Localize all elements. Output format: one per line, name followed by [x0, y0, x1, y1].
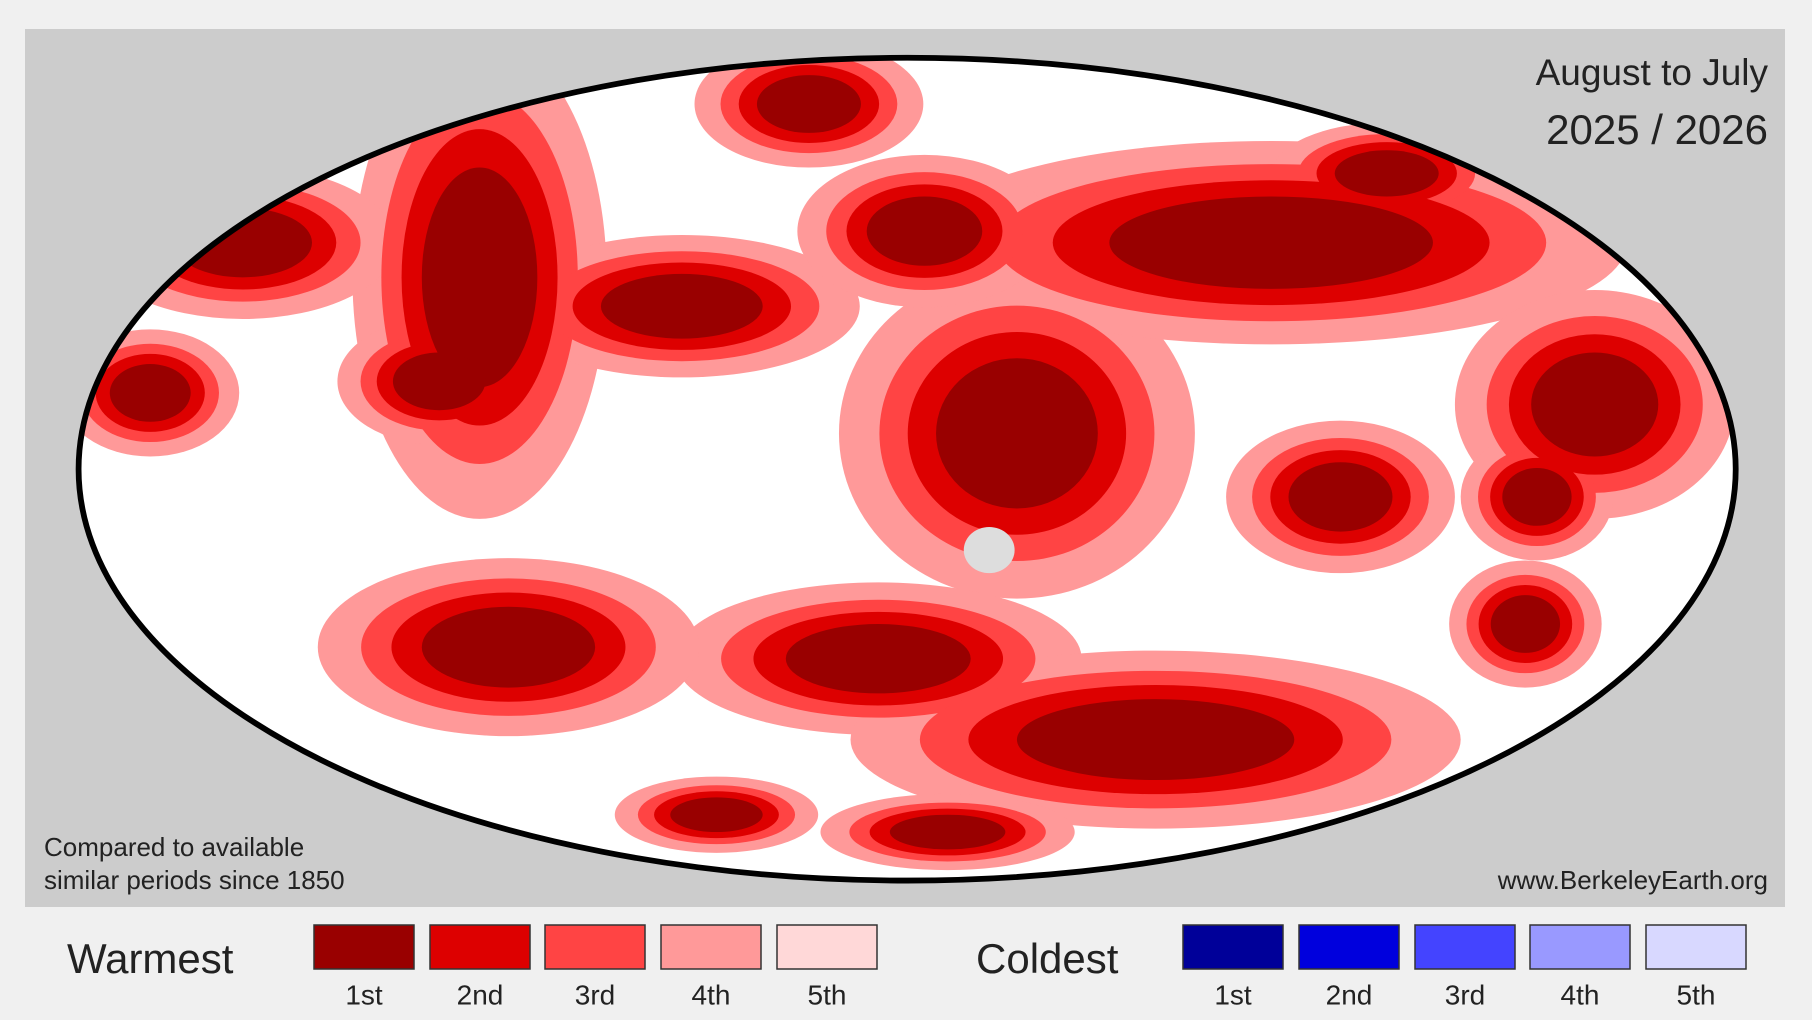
anomaly-region: [421, 167, 538, 388]
anomaly-region: [1502, 468, 1572, 526]
anomaly-region: [1490, 595, 1561, 653]
note-line: Compared to available: [44, 832, 304, 862]
anomaly-region: [1109, 196, 1433, 289]
legend-label: 5th: [1677, 979, 1716, 1010]
anomaly-region: [392, 352, 486, 411]
legend-swatch: [660, 924, 762, 970]
legend-swatch: [776, 924, 878, 970]
legend-title: Warmest: [67, 935, 234, 982]
anomaly-region: [109, 364, 191, 422]
source: www.BerkeleyEarth.org: [1497, 865, 1768, 895]
globe-border: [75, 54, 1739, 884]
anomaly-region: [1016, 699, 1295, 781]
anomaly-region: [670, 797, 763, 833]
no-data: [963, 526, 1015, 574]
anomaly-region: [889, 814, 1006, 850]
legend-title: Coldest: [976, 935, 1119, 982]
legend-label: 3rd: [1445, 979, 1485, 1010]
years: 2025 / 2026: [1546, 106, 1768, 153]
anomaly-region: [600, 273, 763, 339]
legend-label: 1st: [345, 979, 383, 1010]
legend-label: 5th: [808, 979, 847, 1010]
legend-label: 4th: [1561, 979, 1600, 1010]
legend-label: 2nd: [457, 979, 504, 1010]
anomaly-region: [421, 606, 596, 688]
anomaly-region: [866, 196, 983, 266]
legend-swatch: [313, 924, 415, 970]
anomaly-region: [1334, 150, 1439, 197]
legend-swatch: [1298, 924, 1400, 970]
note-line: similar periods since 1850: [44, 865, 345, 895]
legend-swatch: [1414, 924, 1516, 970]
legend-swatch: [1529, 924, 1631, 970]
legend-label: 2nd: [1326, 979, 1373, 1010]
legend-swatch: [429, 924, 531, 970]
anomaly-region: [936, 358, 1098, 509]
legend-swatch: [1182, 924, 1284, 970]
anomaly-region: [1531, 352, 1659, 457]
legend-label: 1st: [1214, 979, 1252, 1010]
legend-swatch: [1645, 924, 1747, 970]
legend-label: 3rd: [575, 979, 615, 1010]
anomaly-region: [1288, 462, 1393, 532]
period: August to July: [1536, 52, 1769, 93]
legend-swatch: [544, 924, 646, 970]
legend-label: 4th: [692, 979, 731, 1010]
anomaly-region: [785, 624, 971, 694]
anomaly-region: [756, 75, 861, 133]
